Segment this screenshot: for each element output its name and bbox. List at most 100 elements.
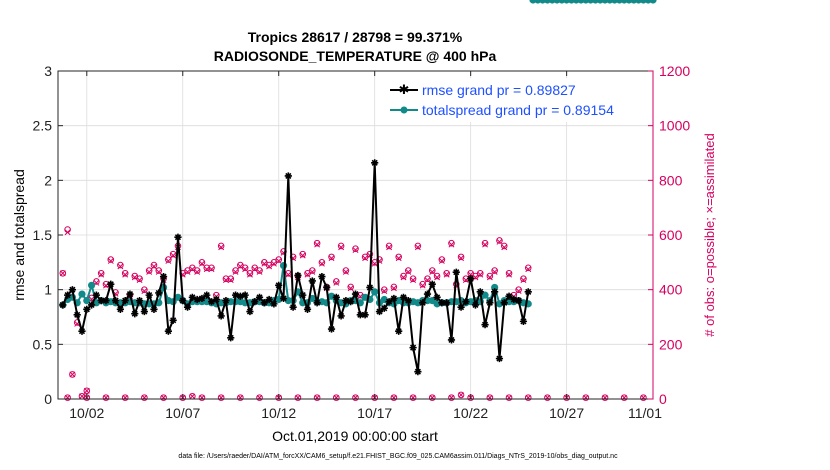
rmse-point [73,311,81,319]
obs-possible-point [395,253,402,261]
rmse-point [318,272,326,281]
rmse-point [433,293,441,301]
rmse-point [471,301,480,309]
rmse-point [97,297,105,305]
obs-assimilated-point [170,252,177,259]
rmse-point [193,295,201,304]
y-tick-label: 1.5 [33,227,53,243]
rmse-point [203,291,211,299]
obs-assimilated-point [285,271,292,278]
obs-assimilated-point [218,244,225,251]
rmse-point [212,295,220,304]
obs-assimilated-point [59,270,66,277]
obs-possible-point [491,267,498,274]
obs-possible-point [428,394,436,401]
obs-assimilated-point [405,268,412,275]
obs-possible-point [433,272,441,280]
obs-assimilated-point [189,393,196,400]
rmse-point [279,294,288,303]
rmse-point [241,291,249,299]
obs-possible-point [169,250,177,258]
obs-assimilated-point [117,263,124,270]
y2-tick-label: 0 [659,391,667,407]
obs-possible-point [481,239,489,247]
obs-possible-point [390,394,398,401]
rmse-point [294,271,302,280]
legend-box [386,78,648,122]
obs-possible-point [400,272,407,280]
rmse-point [395,327,403,335]
rmse-point [207,298,216,306]
y2-tick-label: 1000 [659,118,690,134]
rmse-point [87,301,96,309]
obs-assimilated-point [342,268,349,275]
obs-possible-point [409,275,417,283]
rmse-point [443,299,451,307]
rmse-point [447,336,456,344]
obs-possible-point [318,259,326,266]
obs-possible-point [328,253,335,261]
obs-assimilated-point [496,238,503,245]
obs-possible-point [299,250,307,258]
rmse-point [428,280,436,288]
rmse-point [284,172,292,180]
rmse-point [275,281,283,289]
rmse-point [246,307,254,316]
y-axis-left: 0 0.5 1 1.5 2 2.5 3 [33,63,63,407]
obs-possible-point [419,280,426,288]
obs-assimilated-point [338,244,345,251]
rmse-point [150,305,158,313]
obs-possible-point [515,286,522,293]
obs-assimilated-point [525,266,532,273]
obs-possible-point [165,256,172,263]
rmse-point [299,291,307,299]
rmse-point [308,277,316,285]
rmse-point [399,293,408,301]
rmse-point [313,299,321,307]
obs-possible-point [448,239,455,247]
obs-assimilated-point [386,244,393,251]
legend-rmse-marker: ✱ [399,83,410,98]
obs-assimilated-point [491,268,498,275]
rmse-point [59,301,67,309]
rmse-point [121,297,129,305]
obs-possible-point [189,264,196,272]
obs-possible-point [131,272,139,280]
obs-assimilated-point [458,392,464,398]
obs-assimilated-point [414,244,421,251]
obs-possible-point [217,242,225,250]
obs-possible-point [457,391,465,399]
obs-possible-point [193,267,201,274]
obs-assimilated-point [352,247,359,253]
obs-assimilated-point [482,241,489,248]
obs-possible-point [385,242,393,250]
obs-assimilated-point [122,271,129,278]
y2-tick-label: 800 [659,172,683,188]
rmse-point [174,233,182,241]
obs-possible-point [227,275,235,283]
rmse-point [231,291,240,299]
obs-possible-point [333,278,340,285]
rmse-point [92,291,100,299]
obs-possible-point [520,275,527,283]
obs-possible-point [443,269,450,277]
obs-assimilated-point [194,268,201,275]
obs-assimilated-point [83,387,90,394]
obs-assimilated-point [69,371,76,378]
rmse-point [342,297,350,305]
rmse-point [68,286,76,294]
x-tick-label: 10/12 [261,405,296,421]
obs-possible-point [237,261,244,269]
rmse-point [361,311,369,319]
obs-possible-point [620,394,628,401]
y-tick-label: 3 [44,63,52,79]
rmse-point [452,268,460,276]
rmse-point [270,300,278,308]
obs-assimilated-point [64,229,71,236]
rmse-point [155,289,163,297]
x-tick-label: 10/22 [453,405,488,421]
obs-possible-point [141,286,148,293]
obs-assimilated-point [448,241,455,248]
obs-possible-point [121,269,129,277]
obs-possible-point [256,394,263,401]
